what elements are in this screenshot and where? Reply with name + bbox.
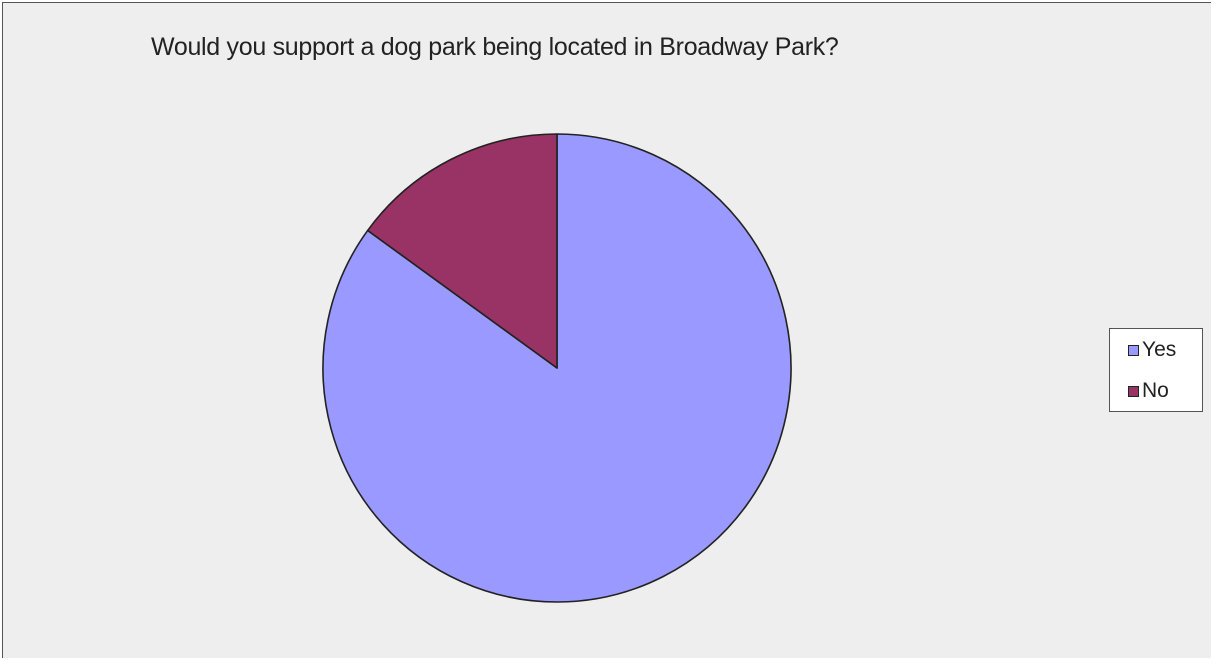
legend-item-no: No <box>1128 379 1169 403</box>
pie-chart <box>3 3 1212 659</box>
legend-swatch-yes <box>1128 345 1139 356</box>
legend: Yes No <box>1109 328 1203 412</box>
legend-swatch-no <box>1128 386 1139 397</box>
legend-label-yes: Yes <box>1142 338 1176 362</box>
legend-label-no: No <box>1142 379 1169 403</box>
legend-item-yes: Yes <box>1128 338 1176 362</box>
